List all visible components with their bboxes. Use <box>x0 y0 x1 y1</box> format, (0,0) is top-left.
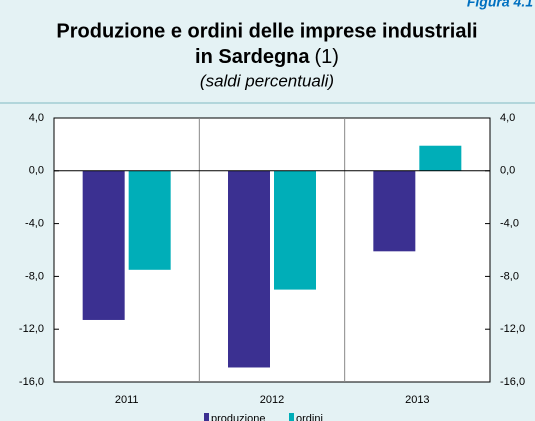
figure-label: Figura 4.1 <box>467 0 533 10</box>
x-tick-label: 2011 <box>115 394 139 406</box>
y2-tick-label: -8,0 <box>500 270 519 282</box>
title-note: (1) <box>315 46 339 68</box>
y-tick-label: -12,0 <box>19 323 44 335</box>
plot-area <box>53 117 491 383</box>
legend-label: produzione <box>211 413 265 421</box>
y2-tick-label: 0,0 <box>500 165 515 177</box>
bar <box>128 170 171 270</box>
legend-swatch <box>204 413 209 421</box>
bar <box>373 170 416 252</box>
bar <box>419 145 462 171</box>
y2-tick-label: -16,0 <box>500 376 525 388</box>
chart-title: Produzione e ordini delle imprese indust… <box>56 20 477 42</box>
chart-subtitle: (saldi percentuali) <box>200 71 334 90</box>
legend-label: ordini <box>296 413 323 421</box>
x-tick-label: 2013 <box>405 394 429 406</box>
y2-tick-label: -12,0 <box>500 323 525 335</box>
y-tick-label: 0,0 <box>29 165 44 177</box>
bar <box>82 170 125 320</box>
y-tick-label: -16,0 <box>19 376 44 388</box>
chart-title-line2: in Sardegna (1) <box>195 46 339 68</box>
y-tick-label: -8,0 <box>25 270 44 282</box>
y2-tick-label: 4,0 <box>500 112 515 124</box>
bar <box>228 170 270 368</box>
y2-tick-label: -4,0 <box>500 218 519 230</box>
y-tick-label: 4,0 <box>29 112 44 124</box>
legend-swatch <box>289 413 294 421</box>
y-tick-label: -4,0 <box>25 218 44 230</box>
title-line2: in Sardegna <box>195 46 310 68</box>
x-tick-label: 2012 <box>260 394 284 406</box>
bar <box>274 170 316 290</box>
